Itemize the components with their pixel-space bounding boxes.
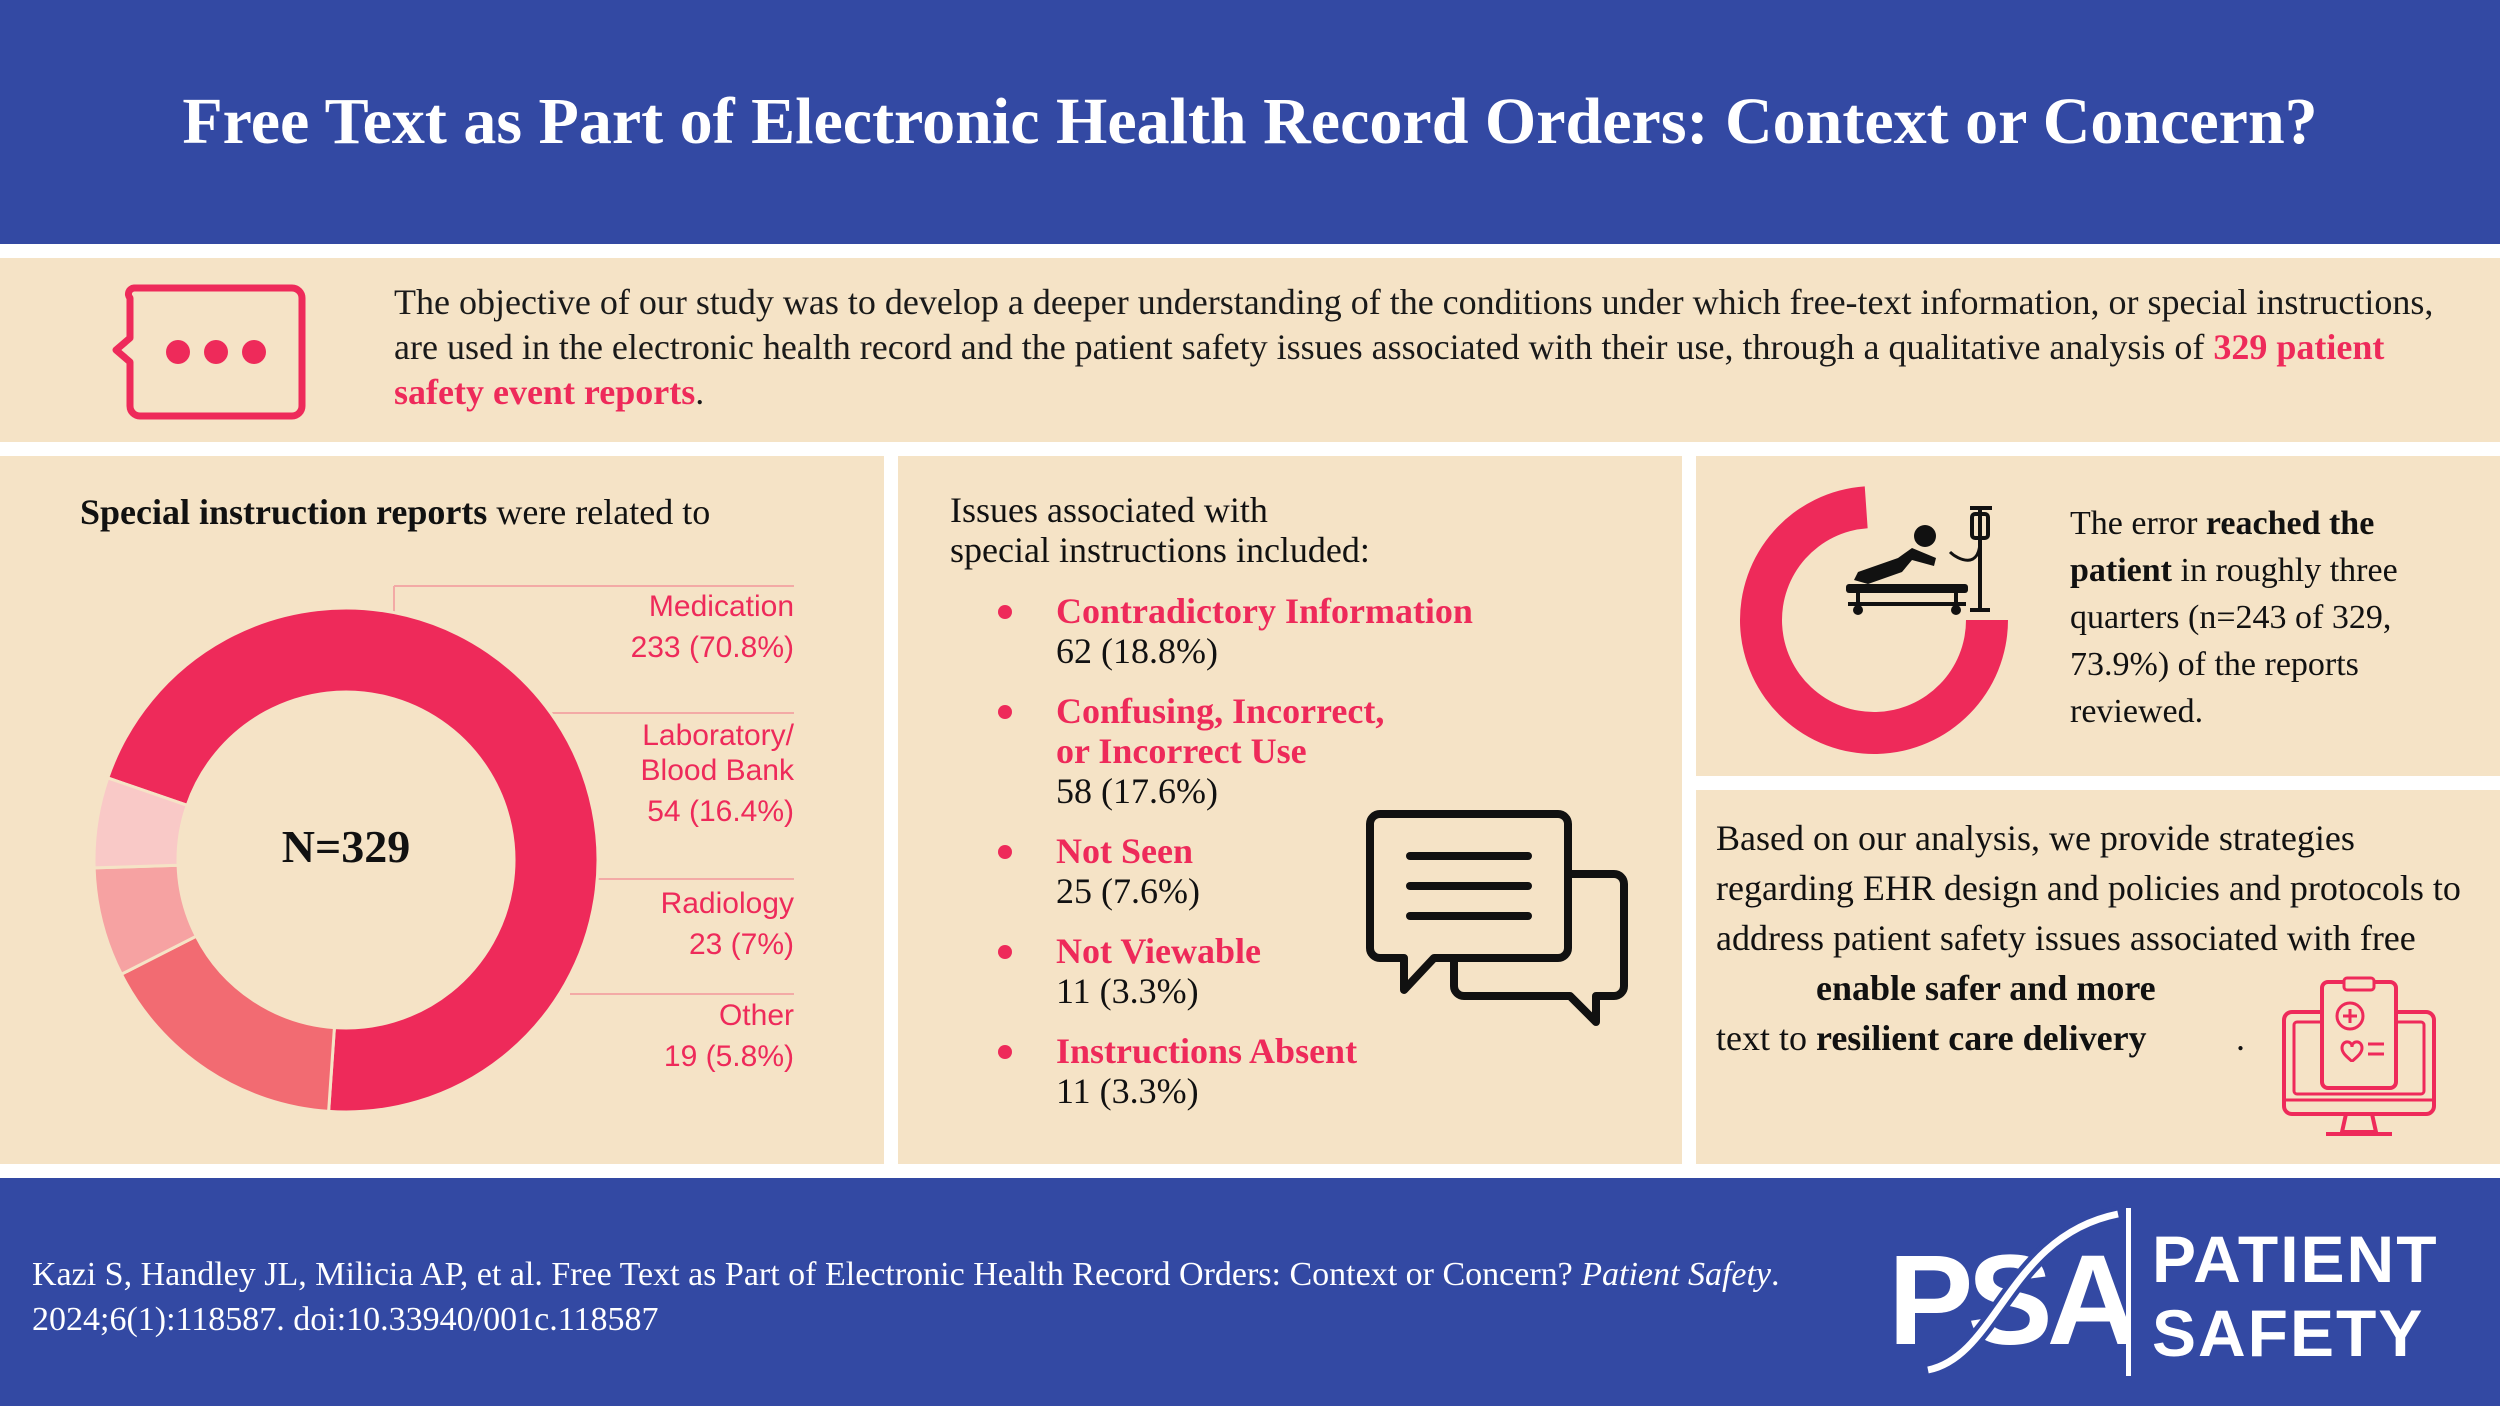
citation-part-2: . 2024;6(1):118587. doi:10.33940/001c.11… [32,1256,1780,1338]
bullet-5 [998,1045,1012,1059]
issue-not-seen-name: Not Seen [1056,831,1193,871]
issue-not-seen-value: 25 (7.6%) [1056,871,1200,911]
issue-not-viewable: Not Viewable 11 (3.3%) [1056,931,1261,1011]
issues-heading: Issues associated with special instructi… [950,490,1370,570]
reached-text-bold: reached the patient [2070,505,2375,589]
objective-period: . [695,372,705,412]
logo-divider [2126,1208,2131,1376]
issue-instructions-absent-name: Instructions Absent [1056,1031,1358,1071]
strategies-text-main: Based on our analysis, we provide strate… [1716,818,2461,1058]
footer-banner [0,1178,2500,1406]
reached-donut-chart [1740,486,2008,754]
donut-slice-other [92,776,190,870]
issue-not-viewable-name: Not Viewable [1056,931,1261,971]
bullet-2 [998,705,1012,719]
legend-laboratory-value: 54 (16.4%) [647,795,794,828]
legend-laboratory-label-1: Laboratory/ [642,719,794,752]
issues-heading-line-2: special instructions included: [950,530,1370,570]
issue-contradictory-name: Contradictory Information [1056,591,1473,631]
reached-text-1: The error [2070,505,2206,542]
citation-text: Kazi S, Handley JL, Milicia AP, et al. F… [32,1252,1792,1342]
reached-arc-slice [1740,486,2008,754]
patient-bed-iv-icon [1846,506,1992,615]
legend-radiology-label: Radiology [660,887,794,920]
issue-not-viewable-value: 11 (3.3%) [1056,971,1199,1011]
objective-text: The objective of our study was to develo… [394,280,2444,415]
donut-slice-medication [105,606,600,1114]
donut-slice-laboratory [119,934,337,1114]
issue-confusing: Confusing, Incorrect, or Incorrect Use 5… [1056,691,1384,811]
legend-medication: Medication 233 (70.8%) [631,589,794,665]
legend-other-label: Other [718,999,794,1032]
strategies-text-bold: enable safer and more resilient care del… [1815,968,2156,1058]
chat-bubble-icon [112,284,306,420]
bullet-1 [998,605,1012,619]
bullet-3 [998,845,1012,859]
reports-heading-bold: Special instruction reports [80,492,488,532]
speech-bubbles-icon [1366,810,1628,1026]
medical-monitor-icon [2282,976,2436,1136]
reports-heading: Special instruction reports were related… [80,490,710,534]
legend-other: Other 19 (5.8%) [664,998,794,1074]
issue-confusing-name-2: or Incorrect Use [1056,731,1307,771]
logo-word-safety: SAFETY [2152,1296,2425,1370]
issue-contradictory: Contradictory Information 62 (18.8%) [1056,591,1473,671]
reports-heading-rest: were related to [487,492,711,532]
donut-center-label: N=329 [282,821,410,872]
reached-text-2: in roughly three quarters (n=243 of 329,… [2070,552,2398,730]
objective-text-main: The objective of our study was to develo… [394,282,2434,367]
header-banner: Free Text as Part of Electronic Health R… [0,0,2500,244]
citation-part-1: Kazi S, Handley JL, Milicia AP, et al. F… [32,1256,1582,1293]
issue-confusing-name-1: Confusing, Incorrect, [1056,691,1385,731]
legend-medication-label: Medication [648,590,794,623]
reached-text: The error reached the patient in roughly… [2070,500,2470,735]
page-title: Free Text as Part of Electronic Health R… [182,85,2318,158]
legend-leader-lines [393,585,794,995]
issue-confusing-value: 58 (17.6%) [1056,771,1218,811]
psa-logo-icon: PSA [1888,1206,2128,1378]
objective-highlight: 329 patient safety event reports [394,327,2385,412]
legend-medication-value: 233 (70.8%) [630,631,794,664]
issues-heading-line-1: Issues associated with [950,490,1268,530]
legend-radiology: Radiology 23 (7%) [661,886,794,962]
strategies-text: Based on our analysis, we provide strate… [1716,813,2476,1063]
bullet-4 [998,945,1012,959]
reports-donut-chart: N=329 [92,585,794,1114]
logo-word-patient: PATIENT [2152,1222,2439,1296]
issue-instructions-absent-value: 11 (3.3%) [1056,1071,1199,1111]
citation-journal: Patient Safety [1581,1256,1772,1293]
legend-laboratory-label-2: Blood Bank [640,754,794,787]
legend-other-value: 19 (5.8%) [663,1040,794,1073]
objective-panel [0,258,2500,442]
issue-contradictory-value: 62 (18.8%) [1056,631,1218,671]
legend-laboratory: Laboratory/ Blood Bank 54 (16.4%) [641,718,794,829]
strategies-text-end: . [2235,1018,2245,1058]
issue-instructions-absent: Instructions Absent 11 (3.3%) [1056,1031,1357,1111]
legend-radiology-value: 23 (7%) [688,928,794,961]
issue-not-seen: Not Seen 25 (7.6%) [1056,831,1200,911]
